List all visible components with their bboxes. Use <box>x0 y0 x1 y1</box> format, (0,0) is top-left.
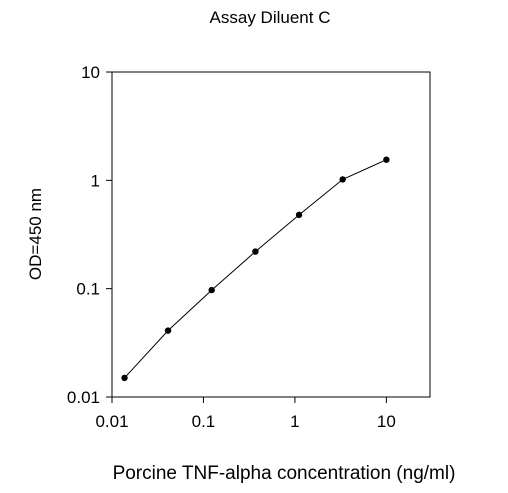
x-tick-label: 10 <box>377 412 396 431</box>
data-point <box>164 327 172 334</box>
data-point <box>383 156 390 163</box>
x-tick-label: 1 <box>290 412 299 431</box>
y-tick-label: 1 <box>91 171 100 190</box>
y-axis: 0.01 0.1 1 10 <box>67 63 112 407</box>
data-point <box>208 286 215 294</box>
data-point <box>339 176 346 183</box>
x-axis: 0.01 0.1 1 10 <box>95 397 396 431</box>
data-point <box>295 211 303 219</box>
chart-title: Assay Diluent C <box>210 8 331 27</box>
x-axis-label: Porcine TNF-alpha concentration (ng/ml) <box>113 463 456 484</box>
series-line <box>124 159 387 379</box>
data-point <box>252 248 259 255</box>
x-tick-label: 0.1 <box>192 412 216 431</box>
y-tick-label: 0.01 <box>67 388 100 407</box>
y-axis-label: OD=450 nm <box>26 188 45 280</box>
y-tick-label: 10 <box>81 63 100 82</box>
x-tick-label: 0.01 <box>95 412 128 431</box>
y-tick-label: 0.1 <box>76 280 100 299</box>
series-layer <box>121 156 390 382</box>
plot-frame <box>111 71 431 398</box>
data-point <box>121 374 128 382</box>
